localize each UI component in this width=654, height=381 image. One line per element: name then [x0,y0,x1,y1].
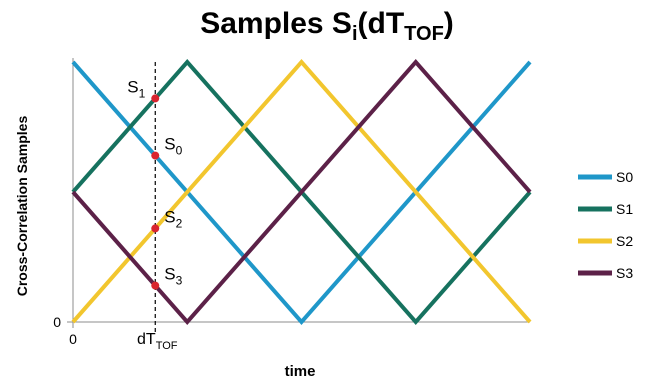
x-axis-label: time [285,363,316,380]
series-line-s0 [71,60,532,326]
title-main: Samples S [200,7,352,40]
sample-label-s3: S3 [164,265,182,288]
title-sub: i [352,23,358,45]
dttof-marker-label: dTTOF [137,331,178,352]
series-layer [71,58,532,326]
x-tick-label: 0 [69,331,77,347]
sample-point-s3 [151,281,160,290]
legend-label-s1: S1 [616,201,633,217]
points-layer: S1 S0 S2 S3 [127,77,183,290]
title-paren-open: (dT [358,7,405,40]
legend: S0 S1 S2 S3 [578,169,633,281]
series-line-s3 [71,58,532,326]
sample-point-s0 [151,151,160,160]
series-line-s2 [71,58,532,324]
y-axis-label: Cross-Correlation Samples [14,116,30,297]
legend-label-s2: S2 [616,233,633,249]
sample-label-s1: S1 [127,77,145,100]
title-paren-close: ) [444,7,454,40]
sample-label-s2: S2 [164,207,182,230]
chart-title: Samples Si(dTTOF) [200,7,454,45]
sample-point-s2 [151,224,160,233]
y-tick-label: 0 [53,314,61,330]
legend-label-s0: S0 [616,169,633,185]
legend-label-s3: S3 [616,265,633,281]
sample-label-s0: S0 [164,135,182,158]
title-paren-sub: TOF [404,23,444,45]
sample-point-s1 [151,94,160,103]
